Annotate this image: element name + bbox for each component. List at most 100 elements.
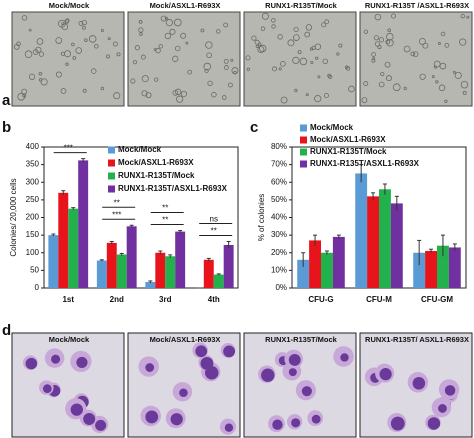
legend-swatch xyxy=(108,172,115,180)
significance-label: *** xyxy=(64,144,73,153)
cell xyxy=(65,18,70,23)
bar xyxy=(165,256,176,288)
cell xyxy=(387,28,391,33)
cell xyxy=(403,86,407,90)
y-tick-label: 20% xyxy=(271,248,287,257)
cell xyxy=(64,19,70,24)
cell xyxy=(322,58,329,65)
cell xyxy=(17,92,26,101)
nucleus xyxy=(51,354,61,364)
cell xyxy=(113,92,121,100)
x-tick-label: CFU-M xyxy=(366,295,392,304)
y-axis-label: % of colonies xyxy=(257,194,266,242)
bar xyxy=(203,259,214,288)
cell xyxy=(28,28,32,32)
nucleus xyxy=(195,345,208,358)
cell xyxy=(233,70,237,75)
x-tick-label: CFU-G xyxy=(308,295,333,304)
cell xyxy=(223,22,229,28)
cell xyxy=(245,55,251,61)
cell xyxy=(315,56,319,60)
image-title: RUNX1-R135T/Mock xyxy=(265,335,338,344)
legend-label: RUNX1-R135T/Mock xyxy=(310,147,387,156)
nucleus xyxy=(76,356,88,369)
cell xyxy=(134,45,140,51)
cell xyxy=(372,57,376,61)
cell xyxy=(204,68,209,74)
cell xyxy=(292,56,300,65)
nucleus xyxy=(438,404,447,413)
y-tick-label: 150 xyxy=(26,230,40,239)
cell xyxy=(55,37,63,44)
nucleus xyxy=(223,345,236,358)
bar xyxy=(155,252,166,288)
cell xyxy=(71,42,75,47)
cell xyxy=(454,71,462,79)
cell xyxy=(378,37,385,43)
nucleus xyxy=(42,384,52,394)
cell xyxy=(257,46,265,54)
cell xyxy=(374,41,381,47)
cell xyxy=(444,99,448,103)
cell xyxy=(386,32,394,41)
cell xyxy=(172,55,179,62)
bar xyxy=(96,260,107,288)
nucleus xyxy=(412,376,426,390)
legend-label: Mock/Mock xyxy=(310,123,354,132)
cell xyxy=(371,52,376,57)
cell xyxy=(412,51,419,57)
cell xyxy=(348,85,355,93)
nucleus xyxy=(261,368,275,382)
cell xyxy=(422,42,429,49)
bar xyxy=(175,231,186,288)
image-title: Mock/Mock xyxy=(49,1,90,10)
nucleus xyxy=(291,418,301,428)
cell xyxy=(211,91,217,98)
bar xyxy=(78,160,89,288)
cell xyxy=(292,34,300,41)
significance-label: ** xyxy=(211,227,217,236)
cell xyxy=(200,28,205,33)
legend-label: Mock/ASXL1-R693X xyxy=(310,135,386,144)
cell xyxy=(21,15,28,21)
cell xyxy=(310,60,314,65)
legend-label: Mock/Mock xyxy=(118,145,162,154)
cell xyxy=(107,37,111,41)
nucleus xyxy=(95,419,107,431)
cell xyxy=(65,62,69,66)
cell xyxy=(38,51,45,57)
cell xyxy=(305,24,313,31)
panel-label: c xyxy=(250,119,258,136)
x-tick-label: 2nd xyxy=(110,295,124,304)
x-tick-label: CFU-GM xyxy=(421,295,453,304)
cell xyxy=(440,31,446,37)
cell xyxy=(94,43,99,49)
legend-swatch xyxy=(300,148,307,156)
cell xyxy=(338,43,343,48)
cell xyxy=(373,35,379,41)
cell xyxy=(158,44,163,49)
cell xyxy=(230,58,234,62)
cell xyxy=(363,29,369,34)
cell xyxy=(40,78,48,86)
cell xyxy=(187,69,193,75)
cell xyxy=(24,50,33,58)
significance-label: ns xyxy=(210,215,218,224)
cell xyxy=(251,35,257,41)
cell xyxy=(438,84,446,92)
cell xyxy=(81,25,86,30)
cell xyxy=(205,41,213,49)
cell xyxy=(280,61,286,67)
cell xyxy=(386,39,394,47)
x-tick-label: 1st xyxy=(62,295,74,304)
cell xyxy=(361,97,368,104)
cell xyxy=(100,86,105,91)
image-title: Mock/ASXL1-R693X xyxy=(150,1,221,10)
cell xyxy=(385,75,392,82)
panel-label: d xyxy=(2,322,11,339)
cell xyxy=(173,18,182,27)
bar xyxy=(297,259,310,288)
bar xyxy=(48,235,59,288)
cell xyxy=(105,54,110,59)
y-tick-label: 250 xyxy=(26,195,40,204)
